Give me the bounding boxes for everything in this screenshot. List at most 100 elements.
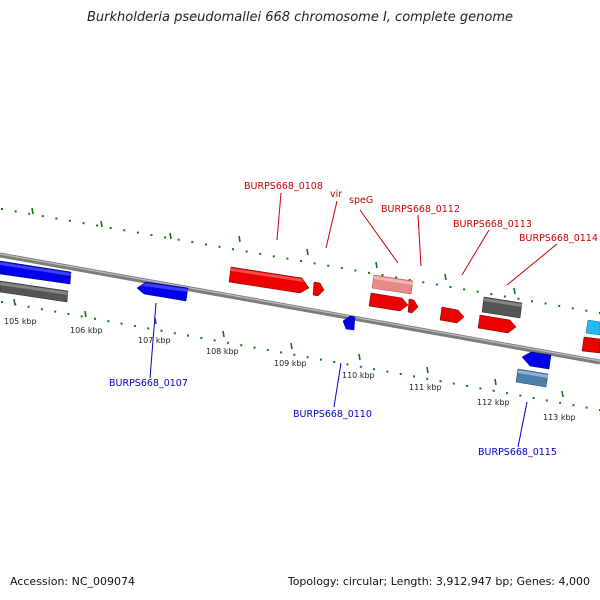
gene-arrow-burps668-0112[interactable] [407,298,419,314]
gene-label[interactable]: BURPS668_0112 [381,204,460,215]
gene-box-shine [0,282,68,295]
gene-arrow-reverse[interactable] [521,351,552,370]
lower-dot-track [1,301,600,411]
major-tick [100,220,103,228]
minor-tick [187,334,189,337]
minor-tick [280,351,283,354]
upper-tick-track [31,207,516,295]
accession-text: Accession: NC_009074 [10,575,136,588]
scale-label: 106 kbp [70,326,103,335]
minor-tick [28,212,31,215]
gene-arrow-forward[interactable] [581,336,600,354]
minor-tick [109,226,112,229]
callout-line [506,243,558,286]
minor-tick [506,392,508,395]
minor-tick [14,303,17,306]
minor-tick [96,224,99,227]
minor-tick [147,327,150,330]
minor-tick [232,248,234,251]
minor-tick [218,245,221,248]
chromosome-backbone [0,252,600,365]
minor-tick [340,267,343,270]
gene-label[interactable]: BURPS668_0108 [244,181,323,192]
major-tick [444,273,447,281]
minor-tick [368,271,370,274]
callout-line [149,302,157,379]
minor-tick [80,315,83,318]
gene-arrow-burps668-0110[interactable] [342,315,356,331]
minor-tick [293,353,296,356]
major-tick [238,235,241,243]
gene-box-shine [518,370,548,378]
gene-arrow-shine [140,283,188,292]
minor-tick [435,283,438,286]
minor-tick [463,288,466,291]
major-tick [513,287,516,295]
gene-arrow-burps668-0113[interactable] [439,306,465,324]
minor-tick [306,356,309,359]
gene-label[interactable]: BURPS668_0107 [109,378,188,389]
minor-tick [572,404,575,407]
minor-tick [354,269,357,272]
minor-tick [120,322,123,325]
minor-tick [41,215,44,218]
minor-tick [479,387,482,390]
callout-line [461,229,490,276]
minor-tick [136,231,139,234]
callout-line [417,214,422,267]
gene-arrow-vir[interactable] [312,281,325,297]
scale-label: 107 kbp [138,336,171,345]
gene-arrow-forward[interactable] [368,292,409,312]
callout-line [517,401,528,448]
bottom-gene-labels: BURPS668_0107 BURPS668_0110 BURPS668_011… [109,378,557,458]
minor-tick [160,329,163,332]
minor-tick [204,243,207,246]
gene-label[interactable]: BURPS668_0115 [478,447,557,458]
minor-tick [466,385,469,387]
minor-tick [452,382,455,385]
minor-tick [213,339,216,342]
gene-box-cyan[interactable] [585,319,600,336]
gene-label[interactable]: vir [330,189,342,200]
minor-tick [439,380,442,383]
scale-label: 109 kbp [274,359,307,368]
minor-tick [545,399,548,402]
gene-label[interactable]: speG [349,195,373,206]
major-tick [561,390,564,398]
gene-label[interactable]: BURPS668_0110 [293,409,372,420]
major-tick [375,261,378,269]
minor-tick [40,308,43,311]
scale-label: 112 kbp [477,398,510,407]
minor-tick [69,219,71,222]
gene-arrow-forward[interactable] [477,314,517,334]
minor-tick [55,217,58,220]
minor-tick [240,344,243,347]
gene-label[interactable]: BURPS668_0114 [519,233,598,244]
scale-label: 110 kbp [342,371,375,380]
minor-tick [319,358,322,361]
minor-tick [399,373,402,375]
minor-tick [191,241,194,244]
minor-tick [571,307,574,310]
minor-tick [164,236,167,239]
chromosome-backbone-highlight [0,253,600,362]
callout-line [333,362,342,408]
minor-tick [245,250,248,253]
callout-line [325,200,338,249]
minor-tick [226,341,229,344]
gene-arrow-shine [231,268,304,282]
genome-summary-text: Topology: circular; Length: 3,912,947 bp… [287,575,590,588]
bottom-callouts [149,302,528,448]
minor-tick [1,301,3,303]
major-tick [426,366,429,374]
minor-tick [177,238,180,241]
gene-box-shine [484,298,522,307]
minor-tick [253,346,256,349]
minor-tick [107,320,110,323]
minor-tick [386,370,389,373]
gene-label[interactable]: BURPS668_0113 [453,219,532,230]
minor-tick [14,210,17,213]
gene-box-shine [374,276,413,285]
major-tick [31,207,34,215]
